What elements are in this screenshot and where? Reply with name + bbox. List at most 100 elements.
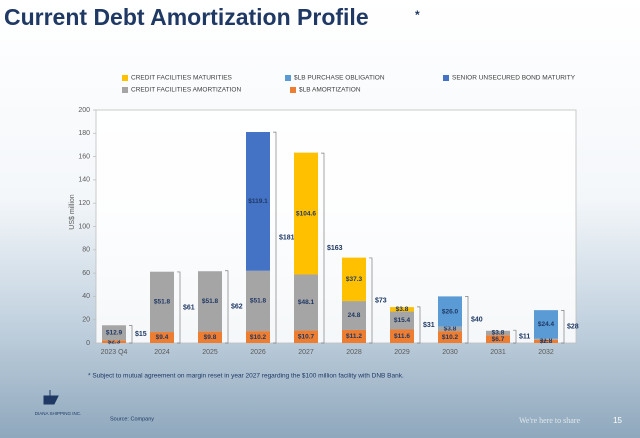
y-tick-label: 180	[78, 130, 90, 137]
value-label: $3.8	[396, 306, 409, 313]
x-tick-label: 2028	[346, 349, 362, 356]
legend-swatch	[443, 75, 449, 81]
value-label: $51.8	[154, 299, 171, 306]
bar-segment	[534, 310, 558, 339]
legend-swatch	[122, 75, 128, 81]
bar-segment	[534, 339, 558, 343]
y-tick-label: 80	[82, 247, 90, 254]
y-tick-label: 160	[78, 153, 90, 160]
y-tick-label: 0	[86, 340, 90, 347]
bar-segment	[438, 331, 462, 343]
total-label: $31	[423, 322, 435, 329]
y-tick-label: 20	[82, 317, 90, 324]
bar-segment	[342, 257, 366, 302]
total-bracket	[129, 325, 133, 344]
value-label: $6.7	[492, 336, 505, 343]
y-tick-label: 100	[78, 223, 90, 230]
x-tick-label: 2023 Q4	[101, 349, 128, 356]
value-label: $37.3	[346, 276, 363, 283]
bar-segment	[294, 330, 318, 343]
x-tick-label: 2027	[298, 349, 314, 356]
legend-label: $LB AMORTIZATION	[299, 87, 361, 94]
value-label: $51.8	[250, 298, 267, 305]
value-label: $1.0	[540, 336, 553, 343]
x-tick-label: 2024	[154, 349, 170, 356]
bar-segment	[246, 132, 270, 271]
value-label: $3.8	[492, 330, 505, 337]
x-tick-label: 2029	[394, 349, 410, 356]
bar-segment	[150, 332, 174, 343]
source: Source: Company	[110, 416, 154, 422]
y-tick-label: 40	[82, 293, 90, 300]
bar-segment	[198, 271, 222, 332]
bar-segment	[438, 296, 462, 327]
value-label: $2.8	[540, 338, 553, 345]
total-label: $163	[327, 245, 343, 252]
bar-segment	[102, 340, 126, 343]
bar-segment	[438, 326, 462, 332]
logo: DIANA SHIPPING INC.	[35, 411, 82, 416]
total-bracket	[465, 296, 469, 344]
value-label: $15.4	[394, 317, 411, 324]
legend-label: CREDIT FACILITIES AMORTIZATION	[131, 87, 241, 94]
bar-segment	[342, 329, 366, 343]
page-number: 15	[613, 416, 622, 425]
total-label: $11	[519, 333, 530, 340]
total-label: $181	[279, 234, 295, 241]
y-tick-label: 60	[82, 270, 90, 277]
bar-segment	[102, 325, 126, 341]
bar-segment	[390, 329, 414, 343]
legend-label: SENIOR UNSECURED BOND MATURITY	[452, 75, 576, 82]
x-tick-label: 2031	[490, 349, 506, 356]
x-tick-label: 2030	[442, 349, 458, 356]
legend-swatch	[290, 87, 296, 93]
plot-area	[95, 109, 577, 344]
value-label: $9.8	[204, 334, 217, 341]
value-label: $10.2	[442, 334, 459, 341]
total-label: $28	[567, 324, 579, 331]
footnote: * Subject to mutual agreement on margin …	[88, 373, 404, 380]
total-label: $61	[183, 304, 195, 311]
total-bracket	[225, 270, 229, 344]
bar-segment	[342, 301, 366, 330]
value-label: $3.8	[444, 326, 457, 333]
y-tick-label: 120	[78, 200, 90, 207]
value-label: $48.1	[298, 299, 315, 306]
total-label: $40	[471, 317, 483, 324]
y-axis-label: US$ million	[69, 194, 76, 230]
value-label: $51.8	[202, 298, 219, 305]
value-label: $9.4	[156, 334, 169, 341]
value-label: $104.6	[296, 210, 316, 217]
total-bracket	[561, 310, 565, 344]
value-label: $10.7	[298, 333, 315, 340]
value-label: $119.1	[248, 198, 268, 205]
title-mark: *	[415, 8, 420, 22]
bar-segment	[246, 270, 270, 332]
total-label: $15	[135, 331, 147, 338]
total-label: $62	[231, 304, 243, 311]
bar-segment	[246, 331, 270, 343]
value-label: $12.9	[106, 330, 123, 337]
title: Current Debt Amortization Profile	[4, 4, 369, 30]
total-label: $73	[375, 297, 387, 304]
tagline: We're here to share	[519, 416, 580, 425]
x-tick-label: 2026	[250, 349, 266, 356]
bar-segment	[486, 335, 510, 343]
bar-segment	[294, 274, 318, 331]
legend-label: $LB PURCHASE OBLIGATION	[294, 75, 385, 82]
legend-label: CREDIT FACILITIES MATURITIES	[131, 75, 233, 82]
value-label: $10.2	[250, 334, 267, 341]
total-bracket	[369, 257, 373, 344]
value-label: $2.3	[108, 338, 121, 345]
total-bracket	[273, 131, 277, 344]
value-label: $11.6	[394, 333, 410, 340]
bar-segment	[390, 311, 414, 330]
legend-swatch	[285, 75, 291, 81]
x-tick-label: 2032	[538, 349, 554, 356]
total-bracket	[513, 329, 517, 344]
value-label: $24.4	[538, 321, 555, 328]
value-label: $26.0	[442, 308, 459, 315]
total-bracket	[177, 271, 181, 344]
